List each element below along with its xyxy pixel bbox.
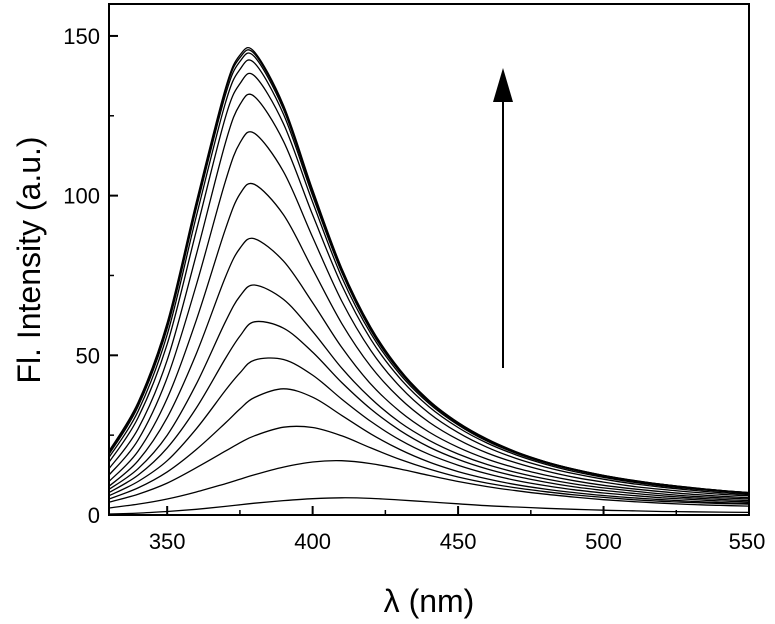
x-tick-label: 400	[294, 529, 331, 554]
y-tick-label: 50	[76, 343, 100, 368]
y-axis-ticks: 0 50 100 150	[63, 24, 118, 528]
spectrum-curve-15	[108, 49, 750, 494]
spectrum-curve-12	[108, 72, 750, 494]
spectrum-curve-10	[108, 131, 750, 496]
spectrum-curve-1	[108, 497, 750, 515]
spectrum-curve-14	[108, 52, 750, 494]
spectrum-curve-2	[108, 459, 750, 509]
spectrum-curve-16	[108, 46, 750, 494]
curve-group	[108, 46, 750, 515]
y-tick-label: 0	[88, 503, 100, 528]
x-tick-label: 550	[729, 529, 766, 554]
spectrum-curve-9	[108, 182, 750, 497]
x-axis-ticks: 350 400 450 500 550	[149, 506, 766, 554]
y-axis-title: Fl. Intensity (a.u.)	[11, 136, 47, 383]
x-tick-label: 450	[440, 529, 477, 554]
spectrum-curve-6	[108, 320, 750, 502]
spectrum-curve-5	[108, 357, 750, 503]
plot-frame	[108, 3, 750, 516]
spectrum-curve-3	[108, 425, 750, 505]
spectrum-curve-8	[108, 237, 750, 499]
spectrum-curve-7	[108, 284, 750, 500]
x-tick-label: 500	[585, 529, 622, 554]
y-tick-label: 100	[63, 184, 100, 209]
y-tick-label: 150	[63, 24, 100, 49]
x-axis-title: λ (nm)	[384, 583, 475, 619]
spectrum-curve-4	[108, 388, 750, 504]
spectrum-curve-11	[108, 93, 750, 495]
trend-arrow-head	[493, 68, 513, 102]
spectrum-curve-13	[108, 59, 750, 494]
x-tick-label: 350	[149, 529, 186, 554]
trend-arrow	[493, 68, 513, 368]
